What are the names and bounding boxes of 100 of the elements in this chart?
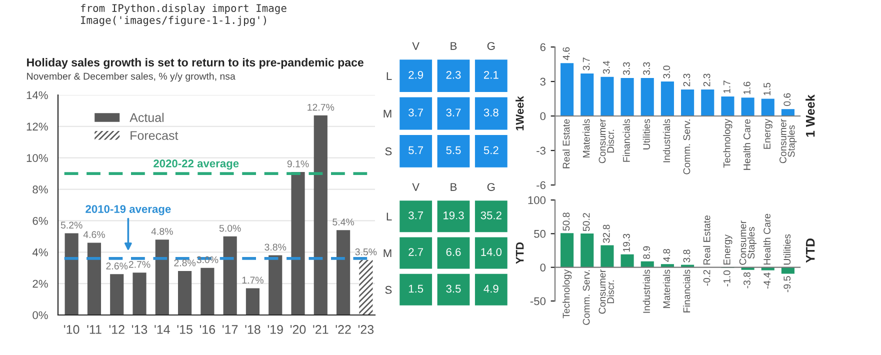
y-tick-label: -50 [530, 297, 546, 306]
ref-line-label: 2010-19 average [86, 205, 171, 216]
data-label: 1.7% [242, 276, 264, 284]
data-label: 1.7 [724, 80, 730, 93]
data-label: 5.4% [332, 218, 354, 226]
chart-title: Holiday sales growth is set to return to its pre-pandemic pace [27, 58, 364, 69]
y-tick-label: M [384, 249, 392, 258]
data-label: 4.9 [484, 284, 498, 293]
x-tick-label: '19 [268, 325, 283, 334]
data-label: 3.3 [643, 62, 650, 75]
x-tick-label: Energy [764, 118, 772, 149]
text: from IPython.display import Image [80, 4, 286, 14]
data-label: 1.6 [744, 82, 750, 94]
x-tick-label: Real Estate [562, 119, 570, 168]
x-tick-label: Consumer Staples [779, 118, 797, 164]
x-tick-label: Utilities [783, 234, 791, 265]
y-tick-label: -6 [536, 181, 546, 190]
data-label: 2.3 [446, 70, 461, 79]
data-label: 4.6 [562, 47, 570, 60]
data-label: 19.3 [444, 211, 464, 220]
y-tick-label: 2% [32, 280, 48, 288]
y-tick-label: 14% [26, 91, 48, 100]
data-label: 3.5 [446, 284, 461, 293]
data-label: 5.7 [408, 146, 423, 154]
x-tick-label: '11 [87, 325, 102, 334]
y-tick-label: 100 [528, 196, 546, 204]
x-tick-label: '18 [245, 325, 260, 334]
data-label: 1.5 [408, 284, 424, 293]
data-label: 3.0 [663, 66, 670, 78]
data-label: 5.2 [484, 146, 498, 154]
x-tick-label: V [412, 42, 420, 50]
x-tick-label: '13 [132, 325, 148, 334]
data-label: 2.9 [408, 70, 424, 79]
data-label: 3.7 [446, 108, 461, 116]
x-tick-label: '10 [64, 325, 80, 334]
x-tick-label: B [450, 42, 457, 50]
x-tick-label: Health Care [763, 214, 770, 265]
x-tick-label: Real Estate [703, 215, 710, 265]
text: Image('images/figure-1-1.jpg') [81, 16, 266, 26]
data-label: 32.8 [602, 224, 610, 243]
data-label: -4.4 [764, 272, 770, 289]
data-label: 50.2 [582, 213, 590, 232]
y-tick-label: 50 [534, 230, 546, 238]
data-label: 4.8% [151, 228, 173, 235]
data-label: 3.7 [582, 58, 590, 70]
x-tick-label: '16 [200, 325, 216, 334]
x-tick-label: Comm. Serv. [582, 270, 590, 325]
data-label: 5.2% [60, 222, 82, 229]
data-label: 2.6% [106, 262, 128, 270]
data-label: 50.8 [562, 212, 570, 231]
x-tick-label: Industrials [642, 270, 650, 313]
y-tick-label: L [386, 72, 392, 80]
data-label: 3.7 [408, 211, 423, 220]
x-tick-label: '15 [177, 325, 192, 334]
y-tick-label: -3 [536, 146, 546, 155]
x-tick-label: '22 [336, 325, 351, 334]
data-label: 14.0 [481, 248, 502, 256]
x-tick-label: Consumer Discr. [598, 270, 614, 314]
data-label: 8.9 [643, 246, 650, 259]
y-axis-title: 1Week [516, 96, 524, 130]
data-label: 2.7% [128, 260, 150, 268]
y-tick-label: 6% [32, 216, 48, 225]
data-label: 3.8 [484, 108, 498, 116]
data-label: -1.0 [723, 270, 730, 286]
x-tick-label: Comm. Serv. [683, 120, 690, 174]
data-label: 0.6 [784, 93, 791, 106]
x-tick-label: Materials [662, 270, 670, 308]
y-tick-label: S [385, 286, 392, 294]
y-tick-label: M [384, 110, 392, 118]
data-label: 3.3 [623, 62, 630, 75]
data-label: 4.8 [663, 248, 670, 262]
data-label: 9.1% [287, 160, 309, 168]
x-tick-label: Utilities [642, 119, 650, 150]
data-label: 2.3 [703, 74, 710, 86]
data-label: 2.8% [174, 259, 196, 266]
data-label: 3.8 [683, 250, 690, 262]
y-tick-label: 12% [26, 122, 48, 131]
x-tick-label: Industrials [662, 119, 670, 162]
x-tick-label: Consumer Staples [739, 220, 756, 265]
data-label: 5.0% [219, 224, 241, 232]
x-tick-label: Materials [582, 119, 590, 158]
x-tick-label: '21 [313, 325, 328, 334]
y-tick-label: 3 [540, 78, 546, 86]
x-tick-label: G [487, 42, 495, 50]
data-label: 12.7% [308, 104, 334, 111]
y-tick-label: 4% [32, 248, 48, 256]
legend-label: Forecast [130, 131, 178, 140]
x-tick-label: '23 [358, 325, 374, 334]
y-tick-label: L [386, 212, 392, 220]
data-label: -9.5 [784, 276, 791, 292]
data-label: -0.2 [703, 270, 710, 286]
x-tick-label: '12 [109, 325, 124, 334]
y-axis-title: 1 Week [806, 94, 815, 137]
data-label: 3.8% [264, 244, 286, 251]
data-label: 3.5% [355, 248, 377, 256]
y-tick-label: 0 [540, 112, 546, 120]
data-label: -3.8 [744, 272, 750, 288]
y-axis-title: YTD [806, 238, 815, 263]
x-tick-label: '14 [154, 325, 170, 334]
data-label: 6.6 [446, 248, 461, 256]
